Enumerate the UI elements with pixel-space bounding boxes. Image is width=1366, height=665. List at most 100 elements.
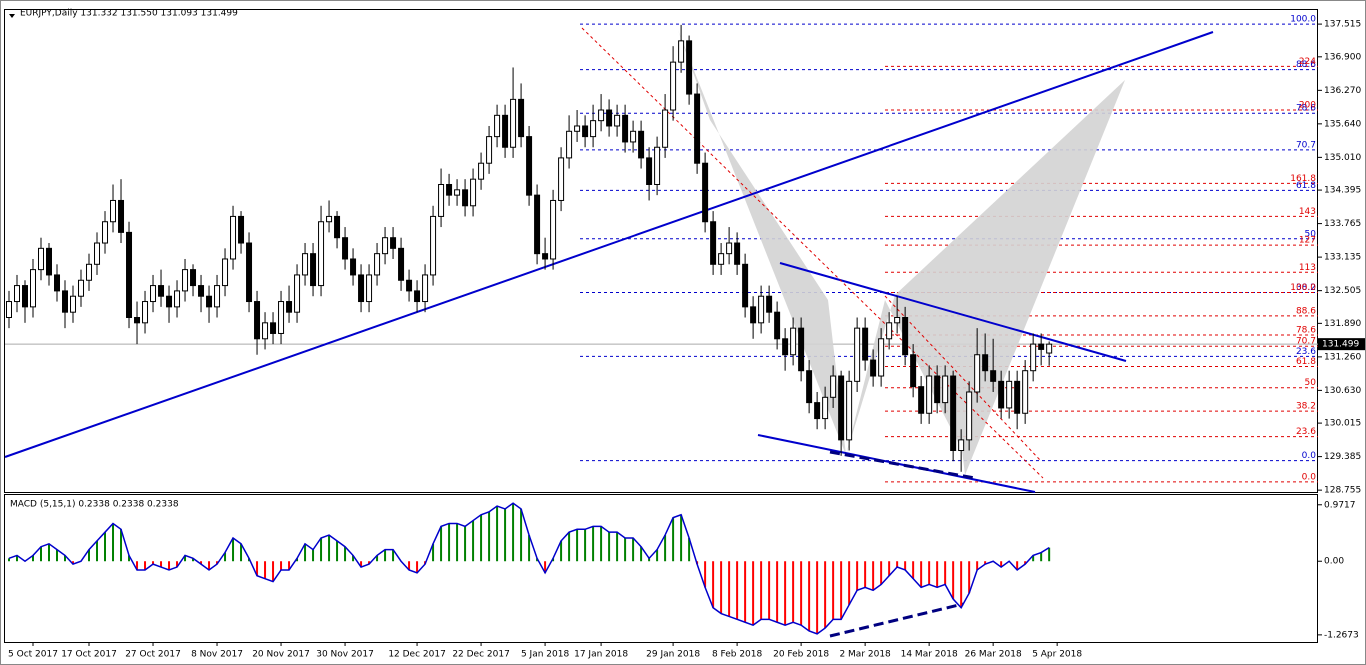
fib-label: 143 <box>1299 207 1316 217</box>
candle-body <box>510 98 517 148</box>
candle-body <box>494 114 501 138</box>
harmonic-leg <box>846 80 1125 475</box>
fib-label: 100.0 <box>1290 283 1316 293</box>
y-tick-label: 135.640 <box>1324 119 1361 129</box>
candle-body <box>822 396 829 420</box>
candle-body <box>118 199 125 233</box>
fib-label: 0.0 <box>1302 451 1317 461</box>
candle-body <box>638 130 645 159</box>
candle-body <box>958 439 965 452</box>
candle-body <box>454 189 461 196</box>
candle-body <box>262 322 269 340</box>
candle-body <box>1006 380 1013 409</box>
candle-body <box>830 375 837 398</box>
fib-label: 78.6 <box>1296 326 1316 336</box>
candle-body <box>1030 343 1037 372</box>
candle-body <box>654 146 661 185</box>
fib-label: 161.8 <box>1290 174 1316 184</box>
y-tick-label: 130.630 <box>1324 386 1361 396</box>
candle-body <box>814 402 821 420</box>
x-tick-label: 12 Dec 2017 <box>388 650 446 660</box>
candle-body <box>926 375 933 414</box>
fib-label: 224 <box>1299 57 1316 67</box>
y-tick-label: 131.890 <box>1324 319 1361 329</box>
candle-body <box>342 237 349 260</box>
y-tick-label: 132.505 <box>1324 286 1361 296</box>
candle-body <box>982 354 989 372</box>
candle-body <box>910 354 917 388</box>
candle-body <box>374 253 381 276</box>
x-tick-label: 14 Mar 2018 <box>901 650 958 660</box>
main-panel <box>4 9 1318 493</box>
candle-body <box>966 391 973 441</box>
chart-header: EURJPY,Daily 131.332 131.550 131.093 131… <box>20 9 238 19</box>
candle-body <box>918 386 925 414</box>
fib-label: 61.8 <box>1296 357 1316 367</box>
candle-body <box>1046 343 1053 354</box>
candle-body <box>326 215 333 223</box>
candle-body <box>518 98 525 138</box>
candle-body <box>318 221 325 287</box>
candle-body <box>670 61 677 111</box>
x-tick-label: 30 Nov 2017 <box>316 650 374 660</box>
candle-body <box>1022 370 1029 414</box>
candle-body <box>702 162 709 223</box>
x-tick-label: 26 Mar 2018 <box>965 650 1022 660</box>
x-tick-label: 20 Nov 2017 <box>252 650 310 660</box>
y-tick-label: 131.260 <box>1324 352 1361 362</box>
candle-body <box>294 274 301 313</box>
y-tick-label: 136.900 <box>1324 52 1361 62</box>
y-tick-label: 134.395 <box>1324 186 1361 196</box>
candle-body <box>62 290 69 313</box>
candle-body <box>182 269 189 292</box>
candle-body <box>862 327 869 361</box>
candle-body <box>630 130 637 143</box>
y-tick-label: 133.135 <box>1324 253 1361 263</box>
candle-body <box>230 215 237 260</box>
candle-body <box>46 247 53 276</box>
x-tick-label: 17 Jan 2018 <box>574 650 628 660</box>
y-tick-label: 129.385 <box>1324 452 1361 462</box>
y-tick-label: 133.765 <box>1324 219 1361 229</box>
fib-label: 88.6 <box>1296 306 1316 316</box>
candle-body <box>246 242 253 303</box>
candle-body <box>1014 380 1021 414</box>
candle-body <box>350 258 357 276</box>
candle-body <box>766 295 773 313</box>
candle-body <box>414 290 421 303</box>
candle-body <box>134 317 141 324</box>
candle-body <box>894 317 901 324</box>
fib-label: 78.6 <box>1296 104 1316 114</box>
y-tick-label: 0.9717 <box>1324 500 1356 510</box>
fib-label: 0.0 <box>1302 472 1317 482</box>
candle-body <box>590 120 597 138</box>
trend-line <box>779 262 1127 362</box>
candle-body <box>798 327 805 372</box>
candle-body <box>78 279 85 297</box>
x-tick-label: 8 Nov 2017 <box>191 650 243 660</box>
candle-body <box>438 183 445 217</box>
candle-body <box>302 253 309 276</box>
diagonal <box>884 295 1041 461</box>
candle-body <box>446 183 453 196</box>
candle-body <box>158 285 165 297</box>
candle-body <box>686 40 693 95</box>
candle-body <box>870 359 877 377</box>
candle-body <box>366 274 373 303</box>
y-tick-label: -1.2673 <box>1324 630 1359 640</box>
candle-body <box>582 125 589 138</box>
candle-body <box>166 295 173 308</box>
candle-body <box>382 237 389 255</box>
y-tick-label: 128.755 <box>1324 486 1361 496</box>
candle-body <box>430 215 437 276</box>
candle-body <box>30 269 37 308</box>
candle-body <box>102 221 109 244</box>
candle-body <box>598 109 605 122</box>
candle-body <box>190 269 197 287</box>
candle-body <box>398 247 405 281</box>
candle-body <box>150 285 157 303</box>
x-tick-label: 27 Oct 2017 <box>125 650 181 660</box>
candle-body <box>622 114 629 143</box>
candle-body <box>254 301 261 340</box>
